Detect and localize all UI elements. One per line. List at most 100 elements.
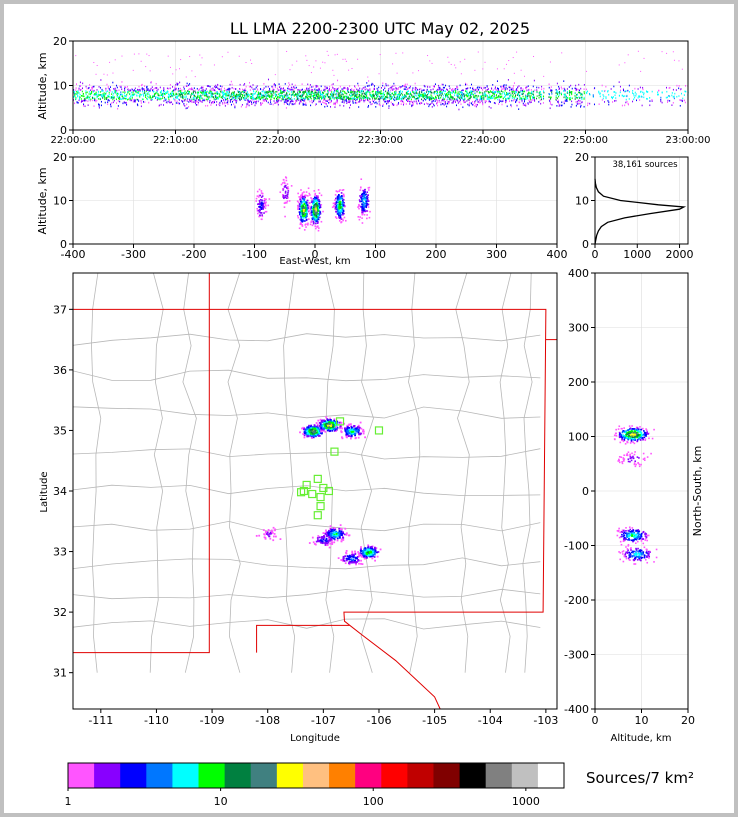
source-point <box>448 93 450 95</box>
source-point <box>259 92 261 94</box>
source-point <box>364 99 366 102</box>
source-point <box>204 89 206 92</box>
source-point <box>399 91 401 93</box>
source-point <box>305 203 308 206</box>
source-point <box>505 94 507 97</box>
source-point <box>302 216 304 218</box>
source-point <box>354 102 356 104</box>
source-point <box>210 89 212 92</box>
source-point <box>319 101 321 104</box>
source-point <box>182 96 184 99</box>
source-point <box>475 103 477 106</box>
source-point <box>538 92 540 95</box>
source-point <box>99 86 101 89</box>
source-point <box>362 204 365 207</box>
source-point <box>207 94 209 96</box>
source-point <box>340 95 342 97</box>
source-point <box>362 201 365 204</box>
source-point <box>123 101 125 103</box>
source-point <box>599 93 601 95</box>
source-point <box>410 98 412 101</box>
source-point <box>219 102 221 104</box>
source-point <box>254 100 256 103</box>
source-point <box>97 93 99 96</box>
source-point <box>325 103 327 106</box>
source-point <box>243 84 245 86</box>
source-point <box>287 87 289 90</box>
source-point <box>608 93 610 96</box>
source-point <box>380 92 382 95</box>
source-point <box>228 94 230 97</box>
source-point <box>605 96 607 98</box>
source-point <box>123 97 125 100</box>
source-point <box>329 98 331 101</box>
source-point <box>312 214 315 217</box>
source-point <box>333 206 336 208</box>
source-point <box>352 93 354 96</box>
source-point <box>429 97 431 100</box>
source-point <box>342 93 344 96</box>
source-point <box>309 202 311 204</box>
source-point <box>269 90 271 93</box>
source-point <box>235 97 237 99</box>
source-point <box>396 94 398 96</box>
source-point <box>331 94 333 97</box>
source-point <box>438 99 440 102</box>
source-point <box>528 91 530 94</box>
source-point <box>82 82 84 85</box>
source-point <box>529 92 531 95</box>
source-point <box>666 96 668 99</box>
source-point <box>142 98 144 101</box>
source-point <box>388 88 390 90</box>
source-point <box>303 92 305 94</box>
source-point <box>259 198 262 201</box>
source-point <box>207 96 209 98</box>
source-point <box>564 89 566 92</box>
source-point <box>350 92 352 94</box>
source-point <box>169 66 171 68</box>
source-point <box>451 102 453 104</box>
source-point <box>336 90 338 93</box>
source-point <box>574 94 576 97</box>
source-point <box>608 101 610 104</box>
source-point <box>267 91 269 93</box>
source-point <box>548 93 550 96</box>
source-point <box>91 96 93 99</box>
source-point <box>153 95 155 97</box>
source-point <box>281 91 283 93</box>
source-point <box>441 88 443 91</box>
source-point <box>259 201 261 203</box>
source-point <box>298 208 301 211</box>
source-point <box>445 94 447 97</box>
source-point <box>452 97 454 100</box>
source-point <box>391 87 393 90</box>
source-point <box>82 94 84 97</box>
source-point <box>258 92 260 95</box>
source-point <box>472 87 474 90</box>
source-point <box>440 92 442 94</box>
source-point <box>147 91 149 94</box>
source-point <box>131 97 133 99</box>
source-point <box>334 93 336 96</box>
source-point <box>488 100 490 102</box>
source-point <box>76 93 78 95</box>
source-point <box>339 211 342 214</box>
source-point <box>424 94 426 96</box>
source-point <box>87 100 89 103</box>
source-point <box>289 69 291 71</box>
source-point <box>355 99 357 102</box>
source-point <box>183 96 185 98</box>
source-point <box>458 97 460 100</box>
source-point <box>334 103 336 106</box>
source-point <box>290 100 292 103</box>
source-point <box>74 102 76 105</box>
source-point <box>625 90 627 92</box>
source-point <box>265 205 267 207</box>
source-point <box>331 93 333 95</box>
source-point <box>316 89 318 91</box>
source-point <box>367 187 370 189</box>
source-point <box>515 94 517 97</box>
source-point <box>513 99 515 101</box>
source-point <box>581 93 583 95</box>
